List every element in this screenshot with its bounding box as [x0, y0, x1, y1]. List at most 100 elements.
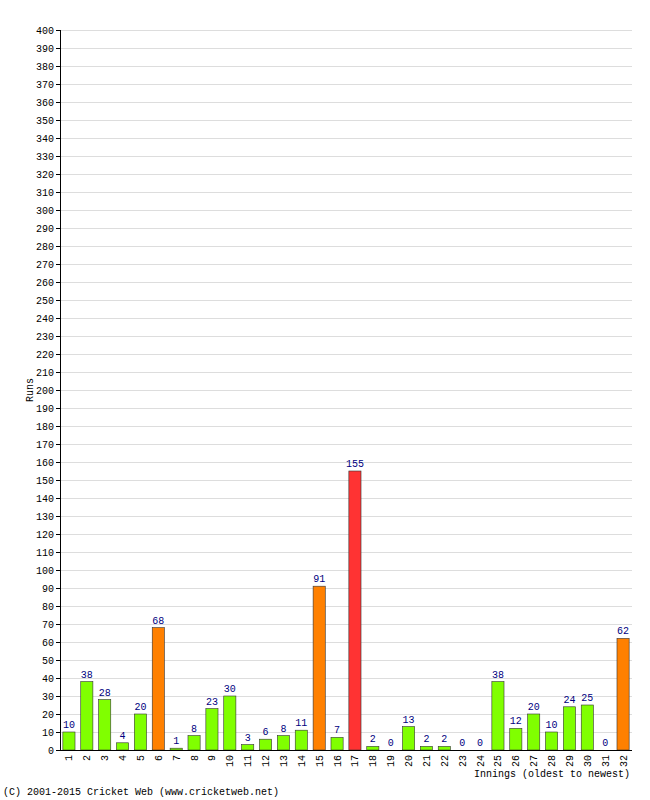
data-label: 8 — [280, 724, 286, 735]
y-tick — [56, 300, 60, 301]
y-tick-label: 300 — [36, 206, 54, 217]
grid-line — [60, 336, 632, 337]
data-label: 10 — [63, 720, 75, 731]
y-tick — [56, 48, 60, 49]
y-tick-label: 180 — [36, 422, 54, 433]
y-tick-label: 10 — [42, 728, 54, 739]
bar — [242, 745, 254, 750]
y-tick-label: 20 — [42, 710, 54, 721]
y-tick-label: 290 — [36, 224, 54, 235]
data-label: 7 — [334, 725, 340, 736]
data-label: 91 — [313, 574, 325, 585]
x-tick-label: 30 — [583, 755, 594, 767]
grid-line — [60, 138, 632, 139]
data-label: 2 — [423, 734, 429, 745]
grid-line — [60, 624, 632, 625]
x-tick-label: 7 — [172, 755, 183, 761]
grid-line — [60, 246, 632, 247]
bar — [134, 714, 146, 750]
data-label: 3 — [245, 733, 251, 744]
x-tick-label: 32 — [619, 755, 630, 767]
y-tick-label: 60 — [42, 638, 54, 649]
grid-line — [60, 354, 632, 355]
y-tick-label: 400 — [36, 26, 54, 37]
y-tick-label: 280 — [36, 242, 54, 253]
x-tick-label: 24 — [476, 755, 487, 767]
x-tick-label: 9 — [207, 755, 218, 761]
grid-line — [60, 102, 632, 103]
y-tick-label: 160 — [36, 458, 54, 469]
y-tick — [56, 192, 60, 193]
grid-line — [60, 282, 632, 283]
data-label: 24 — [563, 695, 575, 706]
y-tick-label: 150 — [36, 476, 54, 487]
data-label: 30 — [224, 684, 236, 695]
x-tick-label: 4 — [118, 755, 129, 761]
y-tick — [56, 444, 60, 445]
y-tick — [56, 588, 60, 589]
grid-line — [60, 264, 632, 265]
data-label: 10 — [546, 720, 558, 731]
grid-line — [60, 426, 632, 427]
data-label: 20 — [134, 702, 146, 713]
bar — [563, 707, 575, 750]
grid-line — [60, 570, 632, 571]
bar — [402, 727, 414, 750]
bars — [63, 471, 629, 750]
x-tick-label: 18 — [368, 755, 379, 767]
y-tick — [56, 480, 60, 481]
x-tick-label: 3 — [100, 755, 111, 761]
grid-line — [60, 390, 632, 391]
data-label: 11 — [295, 718, 307, 729]
x-tick-label: 12 — [261, 755, 272, 767]
data-label: 13 — [403, 715, 415, 726]
x-tick-label: 16 — [333, 755, 344, 767]
y-tick — [56, 732, 60, 733]
y-tick — [56, 462, 60, 463]
data-label: 25 — [581, 693, 593, 704]
bar — [99, 700, 111, 750]
y-tick — [56, 660, 60, 661]
y-tick-label: 240 — [36, 314, 54, 325]
y-tick — [56, 264, 60, 265]
data-label: 1 — [173, 736, 179, 747]
grid-line — [60, 192, 632, 193]
y-tick — [56, 210, 60, 211]
y-tick-label: 200 — [36, 386, 54, 397]
y-tick-label: 80 — [42, 602, 54, 613]
y-tick — [56, 714, 60, 715]
bar — [116, 743, 128, 750]
x-tick-label: 29 — [565, 755, 576, 767]
grid-line — [60, 174, 632, 175]
data-label: 0 — [388, 738, 394, 749]
data-label: 38 — [81, 670, 93, 681]
y-tick-label: 390 — [36, 44, 54, 55]
y-tick-label: 70 — [42, 620, 54, 631]
y-tick — [56, 426, 60, 427]
x-tick-label: 13 — [279, 755, 290, 767]
grid-line — [60, 372, 632, 373]
bar — [224, 696, 236, 750]
y-tick-label: 380 — [36, 62, 54, 73]
bar — [259, 739, 271, 750]
grid-line — [60, 516, 632, 517]
x-tick-label: 20 — [404, 755, 415, 767]
bar — [277, 736, 289, 750]
y-tick — [56, 408, 60, 409]
grid-line — [60, 48, 632, 49]
y-tick — [56, 336, 60, 337]
y-axis — [60, 30, 61, 750]
y-tick-label: 140 — [36, 494, 54, 505]
y-tick-label: 340 — [36, 134, 54, 145]
y-tick-label: 330 — [36, 152, 54, 163]
data-label: 2 — [441, 734, 447, 745]
grid-line — [60, 660, 632, 661]
y-tick — [56, 84, 60, 85]
bar — [510, 728, 522, 750]
y-tick-label: 310 — [36, 188, 54, 199]
y-axis-label: Runs — [25, 378, 36, 402]
y-tick-label: 210 — [36, 368, 54, 379]
bar — [492, 682, 504, 750]
bar — [367, 746, 379, 750]
grid-line — [60, 750, 632, 751]
